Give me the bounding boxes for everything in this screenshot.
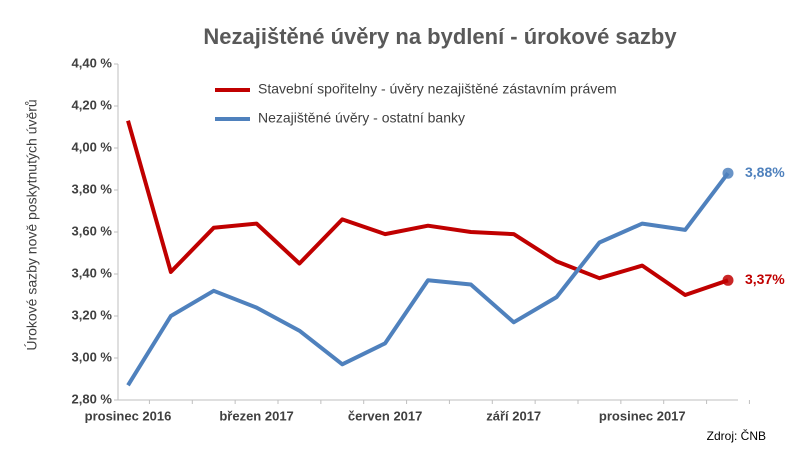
y-tick-label: 3,20 % bbox=[72, 307, 113, 322]
x-tick-label: prosinec 2016 bbox=[85, 408, 172, 423]
y-tick-label: 3,40 % bbox=[72, 265, 113, 280]
source: Zdroj: ČNB bbox=[707, 428, 766, 443]
x-tick-label: březen 2017 bbox=[219, 408, 293, 423]
series-line bbox=[126, 120, 729, 297]
y-tick-label: 3,80 % bbox=[72, 181, 113, 196]
y-axis-label: Úrokové sazby nově poskytnutých úvěrů bbox=[24, 99, 40, 350]
x-tick-label: září 2017 bbox=[486, 408, 541, 423]
y-tick-label: 2,80 % bbox=[72, 391, 113, 406]
y-tick-label: 4,00 % bbox=[72, 139, 113, 154]
x-tick-label: prosinec 2017 bbox=[599, 408, 686, 423]
y-tick-label: 4,40 % bbox=[72, 55, 113, 70]
series-line bbox=[126, 171, 730, 387]
value-label: 3,88% bbox=[745, 164, 785, 180]
legend-label: Stavební spořitelny - úvěry nezajištěné … bbox=[258, 81, 617, 97]
chart-title: Nezajištěné úvěry na bydlení - úrokové s… bbox=[203, 24, 677, 49]
end-marker bbox=[722, 167, 734, 179]
y-tick-label: 3,60 % bbox=[72, 223, 113, 238]
end-marker bbox=[722, 274, 734, 286]
legend-label: Nezajištěné úvěry - ostatní banky bbox=[258, 110, 465, 126]
y-tick-label: 3,00 % bbox=[72, 349, 113, 364]
y-tick-label: 4,20 % bbox=[72, 97, 113, 112]
value-label: 3,37% bbox=[745, 271, 785, 287]
x-tick-label: červen 2017 bbox=[348, 408, 422, 423]
